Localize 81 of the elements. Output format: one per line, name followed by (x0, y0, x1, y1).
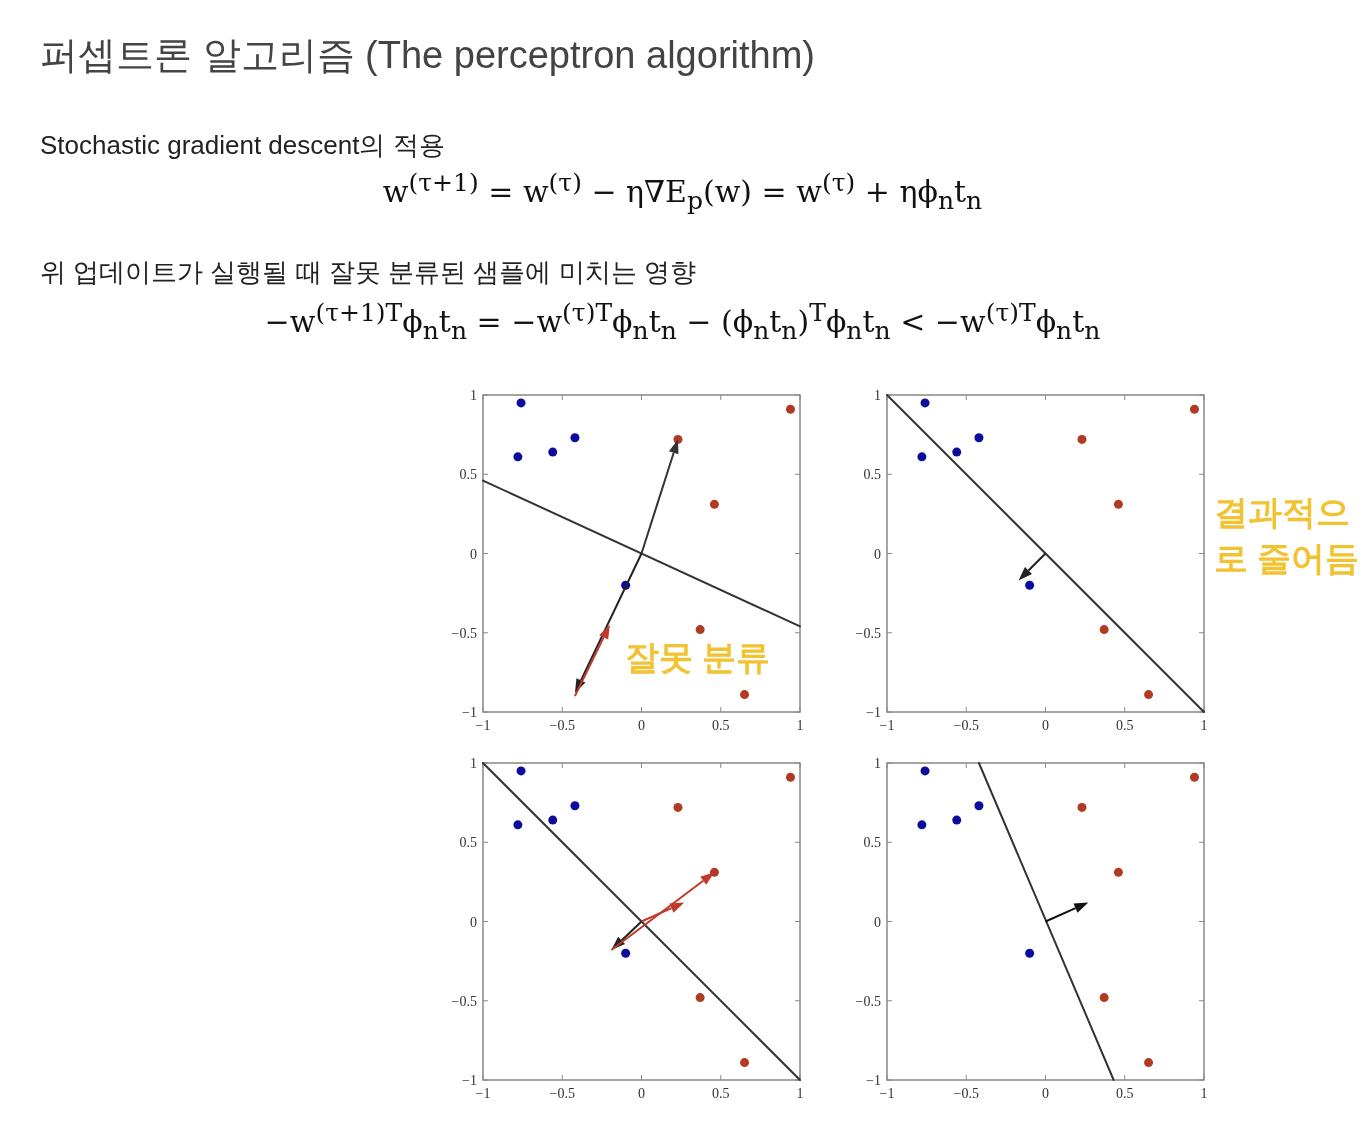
y-tick-label: 0 (470, 914, 477, 930)
x-tick-label: 0.5 (1116, 1086, 1134, 1101)
point (974, 433, 984, 443)
y-tick-label: 1 (470, 756, 477, 771)
x-tick-label: 0.5 (712, 1086, 730, 1101)
point (740, 690, 750, 700)
x-tick-label: −0.5 (953, 1086, 979, 1101)
point (952, 815, 962, 825)
point (513, 452, 523, 462)
point (785, 404, 795, 414)
y-tick-label: 0 (874, 914, 881, 930)
point (516, 766, 526, 776)
y-tick-label: −0.5 (451, 993, 477, 1009)
point (709, 499, 719, 509)
point (1113, 867, 1123, 877)
point (673, 802, 683, 812)
point (516, 398, 526, 408)
point (1025, 948, 1035, 958)
text: 결과적으로 줄어듬 (1214, 492, 1361, 579)
x-tick-label: 1 (1200, 718, 1208, 733)
point (917, 452, 927, 462)
x-tick-label: 0 (638, 1086, 645, 1101)
point (740, 1058, 750, 1068)
text: 퍼셉트론 알고리즘 (The perceptron algorithm) (40, 33, 815, 78)
point (695, 993, 705, 1003)
point (1144, 690, 1154, 700)
point (1077, 802, 1087, 812)
x-tick-label: 1 (796, 1086, 804, 1101)
point (952, 447, 962, 457)
point (513, 820, 523, 830)
point (621, 948, 631, 958)
y-tick-label: −0.5 (855, 625, 881, 641)
x-tick-label: 0 (638, 718, 645, 733)
point (1077, 434, 1087, 444)
point (570, 433, 580, 443)
y-tick-label: 0 (470, 546, 477, 562)
x-tick-label: −0.5 (953, 718, 979, 733)
y-tick-label: −0.5 (855, 993, 881, 1009)
x-tick-label: 1 (1200, 1086, 1208, 1101)
point (1189, 404, 1199, 414)
point (709, 867, 719, 877)
y-tick-label: 0.5 (863, 467, 881, 483)
point (1144, 1058, 1154, 1068)
x-tick-label: 0.5 (712, 718, 730, 733)
point (1099, 993, 1109, 1003)
y-tick-label: −1 (866, 705, 881, 720)
point (1099, 625, 1109, 635)
point (548, 815, 558, 825)
y-tick-label: −1 (866, 1073, 881, 1088)
point (920, 766, 930, 776)
y-tick-label: −1 (462, 1073, 477, 1088)
x-tick-label: 0 (1042, 718, 1049, 733)
x-tick-label: 0.5 (1116, 718, 1134, 733)
point (974, 801, 984, 811)
x-tick-label: 0 (1042, 1086, 1049, 1101)
y-tick-label: 1 (470, 388, 477, 403)
x-tick-label: −0.5 (549, 718, 575, 733)
text: −w$^{(τ+1)T}$ϕ$_{n}$t$_{n}$ = −w$^{(τ)T}$ϕ$_{n}$t$_{n}$ − (ϕ$_{n}$t$_{n}$)$^{T}$ϕ$_{n}$t$_{n}$ < −w$^{(τ)T}$ϕ$_{n}$t$_{n}$ (264, 298, 1101, 345)
y-tick-label: 1 (874, 756, 881, 771)
text: 위 업데이트가 실행될 때 잘못 분류된 샘플에 미치는 영향 (40, 256, 696, 289)
text: w$^{(τ+1)}$ = w$^{(τ)}$ − η∇E$_{p}$(w) = w$^{(τ)}$ + ηϕ$_{n}$t$_{n}$ (382, 168, 983, 215)
point (548, 447, 558, 457)
point (1189, 772, 1199, 782)
x-tick-label: −0.5 (549, 1086, 575, 1101)
point (917, 820, 927, 830)
point (695, 625, 705, 635)
y-tick-label: 0.5 (459, 835, 477, 851)
annotation: 잘못 분류 (625, 637, 771, 678)
point (920, 398, 930, 408)
point (1025, 580, 1035, 590)
y-tick-label: −1 (462, 705, 477, 720)
x-tick-label: 1 (796, 718, 804, 733)
text: Stochastic gradient descent의 적용 (40, 129, 445, 162)
y-tick-label: 0 (874, 546, 881, 562)
y-tick-label: 1 (874, 388, 881, 403)
point (1113, 499, 1123, 509)
y-tick-label: −0.5 (451, 625, 477, 641)
y-tick-label: 0.5 (459, 467, 477, 483)
point (570, 801, 580, 811)
y-tick-label: 0.5 (863, 835, 881, 851)
point (785, 772, 795, 782)
